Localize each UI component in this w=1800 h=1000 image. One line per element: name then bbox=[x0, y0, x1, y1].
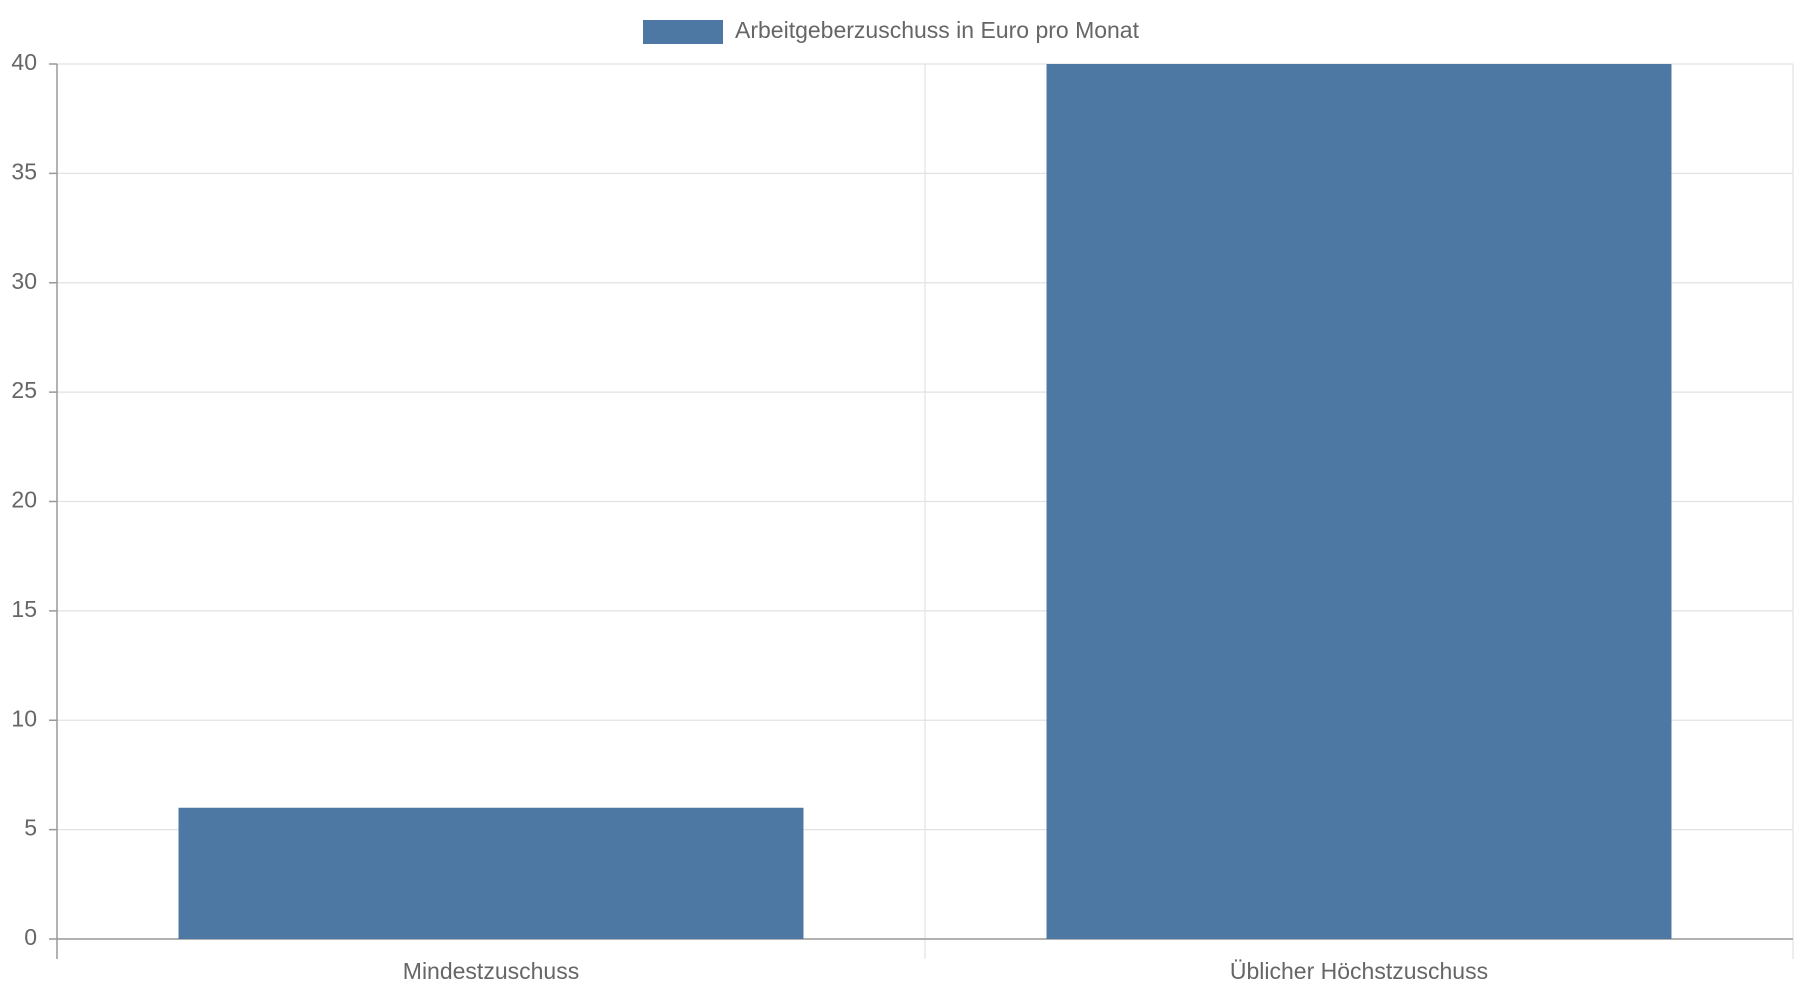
y-tick-label: 30 bbox=[11, 268, 37, 294]
bar bbox=[178, 807, 804, 939]
legend-swatch bbox=[643, 20, 723, 44]
x-tick-label: Üblicher Höchstzuschuss bbox=[1230, 958, 1488, 984]
y-tick-label: 20 bbox=[11, 487, 37, 513]
legend-label: Arbeitgeberzuschuss in Euro pro Monat bbox=[735, 17, 1140, 43]
y-tick-label: 5 bbox=[24, 815, 37, 841]
y-tick-label: 25 bbox=[11, 377, 37, 403]
y-tick-label: 0 bbox=[24, 924, 37, 950]
y-tick-label: 35 bbox=[11, 158, 37, 184]
y-tick-label: 10 bbox=[11, 705, 37, 731]
x-tick-label: Mindestzuschuss bbox=[403, 958, 579, 984]
y-tick-label: 40 bbox=[11, 49, 37, 75]
legend-item: Arbeitgeberzuschuss in Euro pro Monat bbox=[643, 17, 1140, 44]
bar bbox=[1046, 64, 1672, 939]
y-tick-label: 15 bbox=[11, 596, 37, 622]
